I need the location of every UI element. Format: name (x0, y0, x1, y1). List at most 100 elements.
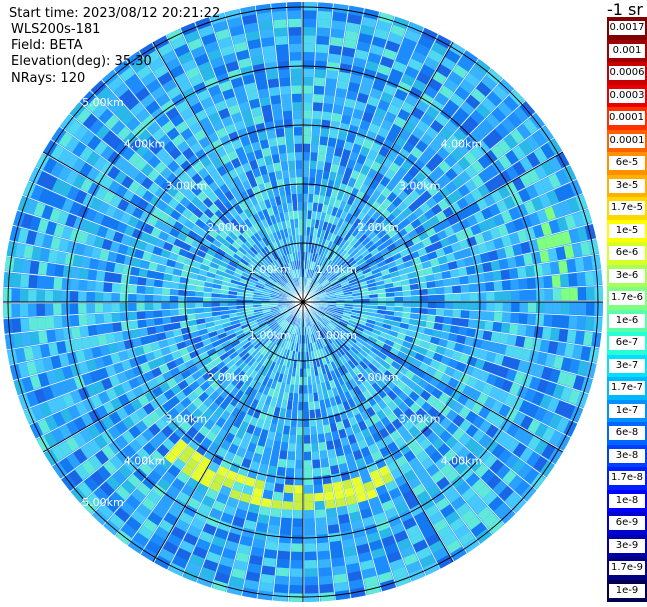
ray-separator (125, 59, 304, 303)
ray-gate (100, 176, 114, 190)
ray-gate (544, 302, 553, 314)
ray-gate (278, 338, 285, 347)
ray-gate (190, 102, 204, 115)
ray-gate (225, 179, 236, 191)
ray-gate (249, 322, 259, 329)
ray-gate (420, 390, 432, 401)
ray-gate (303, 218, 307, 228)
ray-gate (261, 258, 270, 267)
ray-gate (352, 449, 363, 461)
ray-gate (332, 340, 340, 349)
ray-gate (413, 207, 424, 219)
ray-separator (114, 301, 304, 536)
ray-gate (520, 415, 534, 430)
ray-gate (439, 186, 451, 199)
ray-gate (332, 350, 340, 360)
ray-gate (150, 533, 166, 548)
ray-gate (168, 562, 185, 577)
ray-gate (296, 168, 303, 178)
ray-gate (304, 576, 318, 586)
ray-gate (456, 142, 470, 157)
ray-gate (526, 313, 537, 325)
colorbar-label: 3e-9 (609, 538, 645, 553)
ray-gate (303, 435, 311, 444)
ray-gate (501, 117, 516, 133)
ray-gate (275, 475, 285, 485)
ray-gate (59, 457, 74, 474)
ray-separator (302, 208, 589, 303)
ray-gate (540, 143, 555, 159)
ray-gate (185, 66, 200, 80)
ray-gate (298, 385, 303, 394)
ray-gate (331, 112, 342, 123)
ray-gate (412, 539, 428, 553)
ray-gate (439, 404, 452, 417)
ray-gate (43, 432, 58, 448)
ray-gate (93, 236, 105, 249)
colorbar-label: 3e-7 (609, 358, 645, 373)
ray-gate (276, 248, 283, 258)
ray-gate (178, 289, 187, 296)
ray-gate (304, 501, 314, 511)
ray-gate (303, 27, 316, 36)
ray-gate (266, 129, 276, 139)
ray-gate (79, 268, 89, 280)
ray-gate (290, 342, 295, 351)
ray-gate (244, 22, 259, 34)
range-ring-label: 1.00km (315, 329, 357, 342)
ray-gate (148, 57, 165, 72)
ray-gate (341, 314, 351, 320)
ray-gate (364, 157, 374, 168)
ray-gate (276, 346, 283, 356)
ray-gate (558, 260, 569, 274)
ray-gate (312, 202, 319, 212)
ray-gate (154, 219, 166, 231)
ray-gate (242, 364, 251, 374)
ray-gate (339, 250, 348, 259)
ray-gate (314, 492, 324, 502)
ray-gate (289, 585, 303, 594)
ray-gate (424, 444, 437, 457)
ray-gate (120, 274, 130, 284)
ray-gate (254, 310, 263, 315)
ray-gate (79, 146, 94, 162)
ray-gate (352, 218, 362, 228)
ray-gate (271, 344, 278, 353)
ray-gate (279, 534, 291, 544)
ray-gate (435, 308, 445, 316)
ray-gate (161, 302, 170, 310)
ray-gate (500, 210, 513, 224)
ray-gate (518, 188, 531, 203)
ray-gate (151, 86, 166, 100)
ray-gate (283, 312, 291, 319)
ray-gate (135, 407, 148, 420)
ray-gate (477, 242, 488, 254)
ray-gate (335, 307, 345, 311)
ray-gate (233, 41, 248, 53)
ray-gate (236, 264, 246, 272)
ray-gate (336, 299, 345, 302)
ray-gate (215, 28, 231, 41)
ray-gate (204, 419, 215, 431)
ray-gate (80, 130, 95, 146)
ray-gate (463, 364, 475, 376)
ray-gate (500, 269, 511, 280)
ray-gate (477, 302, 487, 311)
ray-gate (305, 326, 309, 336)
ray-gate (411, 235, 422, 245)
ray-gate (466, 214, 478, 227)
ray-gate (179, 540, 195, 554)
ray-gate (525, 325, 536, 338)
ray-gate (312, 110, 322, 120)
ray-gate (256, 281, 265, 288)
ray-gate (291, 409, 298, 419)
ray-gate (209, 508, 223, 520)
ray-gate (244, 476, 256, 488)
ray-gate (274, 27, 288, 37)
ray-gate (284, 273, 291, 282)
ray-separator (91, 301, 304, 516)
ray-gate (347, 360, 356, 370)
ray-gate (288, 333, 293, 342)
ray-gate (412, 463, 426, 477)
ray-gate (344, 362, 352, 372)
